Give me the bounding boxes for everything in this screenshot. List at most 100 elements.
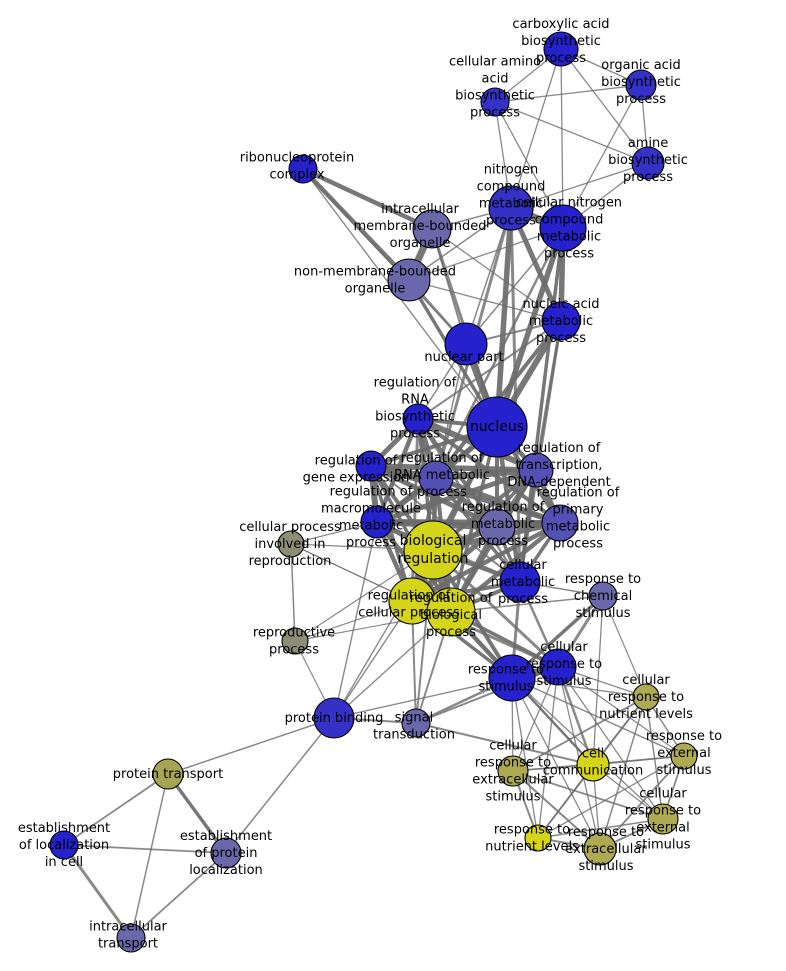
graph-node[interactable] bbox=[313, 697, 355, 739]
graph-node[interactable] bbox=[499, 561, 541, 603]
edge bbox=[560, 48, 564, 229]
graph-node[interactable] bbox=[466, 396, 528, 458]
graph-node[interactable] bbox=[539, 648, 577, 686]
graph-node-label: protein transport bbox=[113, 767, 223, 782]
edge bbox=[494, 101, 649, 164]
graph-node-label: signal transduction bbox=[373, 710, 455, 742]
graph-node-label: cellular nitrogen compound metabolic proces… bbox=[516, 195, 622, 261]
graph-node-label: cellular process involved in reproduction bbox=[239, 520, 341, 569]
graph-node-label: response to nutrient levels bbox=[485, 822, 579, 854]
graph-node[interactable] bbox=[403, 520, 463, 580]
graph-node[interactable] bbox=[387, 258, 431, 302]
graph-node[interactable] bbox=[277, 530, 305, 558]
graph-node[interactable] bbox=[480, 87, 510, 117]
edge bbox=[592, 595, 604, 766]
graph-node-label: regulation of macromolecule metabolic proce… bbox=[321, 484, 421, 550]
graph-node-label: regulation of primary metabolic process bbox=[537, 485, 620, 551]
edge bbox=[510, 162, 649, 209]
nodes-layer[interactable] bbox=[49, 31, 698, 953]
graph-node[interactable] bbox=[632, 683, 660, 711]
graph-node[interactable] bbox=[524, 824, 552, 852]
edge bbox=[511, 677, 539, 839]
graph-node[interactable] bbox=[518, 452, 554, 488]
edge bbox=[494, 207, 514, 428]
graph-node-label: cellular response to external stimulus bbox=[625, 786, 701, 852]
graph-node[interactable] bbox=[281, 627, 309, 655]
edge bbox=[370, 463, 561, 526]
graph-node-label: cellular response to nutrient levels bbox=[599, 673, 693, 722]
edge bbox=[511, 677, 685, 757]
edge bbox=[494, 84, 642, 103]
edge bbox=[512, 770, 664, 820]
graph-node[interactable] bbox=[670, 742, 698, 770]
graph-node-label: nitrogen compound metabolic process bbox=[477, 162, 546, 228]
graph-node[interactable] bbox=[488, 654, 536, 702]
edge bbox=[130, 773, 169, 939]
edge bbox=[62, 844, 133, 939]
graph-node[interactable] bbox=[576, 748, 610, 782]
edge bbox=[290, 543, 296, 642]
graph-node[interactable] bbox=[49, 830, 79, 860]
graph-node[interactable] bbox=[539, 204, 587, 252]
graph-node-label: carboxylic acid biosynthetic process bbox=[512, 17, 609, 66]
edge bbox=[599, 696, 647, 850]
graph-node[interactable] bbox=[647, 803, 679, 835]
graph-node-label: nucleus bbox=[470, 419, 524, 435]
graph-node[interactable] bbox=[116, 923, 146, 953]
edge bbox=[369, 463, 499, 530]
graph-node[interactable] bbox=[543, 31, 579, 67]
edge bbox=[494, 101, 564, 229]
edge bbox=[63, 773, 169, 846]
edge bbox=[370, 463, 537, 473]
edge bbox=[225, 717, 335, 854]
graph-node[interactable] bbox=[210, 837, 242, 869]
graph-node[interactable] bbox=[478, 508, 516, 546]
graph-node-label: intracellular membrane-bounded organelle bbox=[353, 202, 486, 251]
graph-node[interactable] bbox=[541, 504, 579, 542]
graph-node[interactable] bbox=[418, 460, 454, 496]
graph-node-label: regulation of biological process bbox=[410, 591, 493, 640]
graph-node-label: cellular amino acid biosynthetic process bbox=[449, 54, 541, 120]
graph-node[interactable] bbox=[152, 758, 184, 790]
graph-node[interactable] bbox=[355, 450, 387, 482]
graph-node[interactable] bbox=[625, 69, 657, 101]
graph-node-label: regulation of metabolic process bbox=[462, 500, 545, 549]
edge bbox=[602, 595, 647, 698]
edge bbox=[512, 666, 559, 772]
graph-node-label: establishment of protein localization bbox=[180, 829, 272, 878]
graph-node-label: regulation of RNA metabolic process bbox=[394, 451, 490, 500]
graph-node[interactable] bbox=[541, 301, 581, 341]
edge bbox=[333, 611, 452, 719]
graph-node[interactable] bbox=[631, 146, 665, 180]
edge bbox=[560, 48, 649, 164]
graph-node[interactable] bbox=[488, 185, 534, 231]
graph-node-label: cell communication bbox=[543, 746, 644, 778]
graph-node[interactable] bbox=[288, 154, 318, 184]
graph-node[interactable] bbox=[588, 581, 618, 611]
edge bbox=[167, 717, 335, 775]
graph-node[interactable] bbox=[497, 755, 529, 787]
edge bbox=[512, 770, 601, 850]
graph-node-label: nuclear part bbox=[424, 350, 503, 365]
edge bbox=[130, 852, 227, 939]
graph-node-label: organic acid biosynthetic process bbox=[601, 58, 681, 107]
edge bbox=[431, 228, 562, 322]
graph-node-label: non-membrane-bounded organelle bbox=[294, 264, 456, 296]
edge bbox=[417, 320, 562, 420]
graph-node[interactable] bbox=[426, 587, 476, 637]
graph-node-label: amine biosynthetic process bbox=[608, 136, 688, 185]
graph-node-label: reproductive process bbox=[253, 625, 335, 657]
graph-node[interactable] bbox=[412, 209, 452, 249]
graph-node[interactable] bbox=[360, 505, 394, 539]
edge bbox=[333, 521, 378, 719]
graph-node[interactable] bbox=[401, 708, 431, 738]
graph-node[interactable] bbox=[583, 832, 617, 866]
graph-node-label: biological regulation bbox=[397, 533, 468, 567]
graph-node-label: regulation of RNA biosynthetic process bbox=[374, 375, 457, 441]
graph-node-label: cellular response to stimulus bbox=[526, 640, 602, 689]
graph-node-label: response to extracellular stimulus bbox=[565, 825, 647, 874]
graph-node[interactable] bbox=[444, 322, 488, 366]
graph-node[interactable] bbox=[402, 403, 434, 435]
